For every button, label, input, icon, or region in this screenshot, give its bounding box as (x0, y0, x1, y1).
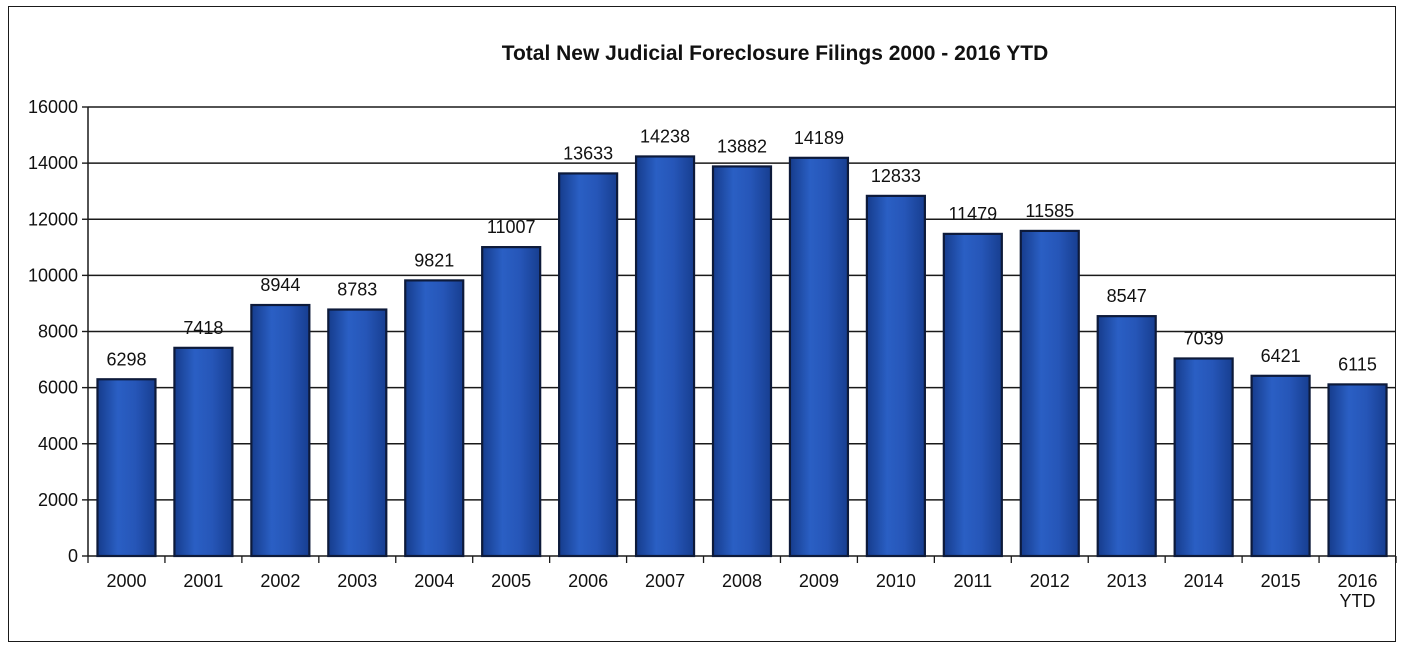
bar (942, 232, 1003, 558)
x-tick-label: 2013 (1107, 571, 1147, 591)
bar (865, 194, 926, 558)
data-label: 12833 (871, 166, 921, 186)
bar (1327, 383, 1388, 558)
y-tick-label: 10000 (28, 265, 78, 285)
y-tick-label: 2000 (38, 490, 78, 510)
data-label: 14238 (640, 126, 690, 146)
y-tick-label: 4000 (38, 434, 78, 454)
x-tick-label: 2008 (722, 571, 762, 591)
x-tick-label: YTD (1340, 591, 1376, 611)
data-label: 7418 (183, 318, 223, 338)
x-tick-label: 2004 (414, 571, 454, 591)
bar (250, 303, 311, 558)
data-label: 8944 (260, 275, 300, 295)
x-tick-label: 2016 (1338, 571, 1378, 591)
bars (96, 155, 1388, 558)
bar (1096, 315, 1157, 558)
x-tick-label: 2012 (1030, 571, 1070, 591)
x-tick-label: 2003 (337, 571, 377, 591)
data-label: 8783 (337, 280, 377, 300)
y-tick-label: 0 (68, 546, 78, 566)
bar (1019, 229, 1080, 558)
x-tick-label: 2014 (1184, 571, 1224, 591)
data-label: 6421 (1261, 346, 1301, 366)
x-tick-labels: 2000 2001 2002 2003 2004 2005 2006 2007 2008 2009… (106, 571, 1377, 611)
x-tick-label: 2009 (799, 571, 839, 591)
data-label: 6298 (106, 349, 146, 369)
y-tick-label: 16000 (28, 97, 78, 117)
bar (173, 346, 234, 558)
bar (404, 279, 465, 558)
x-tick-label: 2001 (183, 571, 223, 591)
data-label: 9821 (414, 250, 454, 270)
bar (558, 172, 619, 558)
data-labels: 6298 7418 8944 8783 9821 11007 13633 14238 13882… (106, 126, 1376, 374)
data-label: 11479 (948, 204, 997, 224)
data-label: 6115 (1338, 354, 1377, 374)
y-tick-label: 6000 (38, 378, 78, 398)
bar (1173, 357, 1234, 558)
data-label: 11585 (1025, 201, 1074, 221)
x-tick-label: 2010 (876, 571, 916, 591)
data-label: 8547 (1107, 286, 1147, 306)
x-tick-label: 2007 (645, 571, 685, 591)
x-tick-label: 2006 (568, 571, 608, 591)
bar (634, 155, 696, 558)
data-label: 7039 (1184, 328, 1224, 348)
y-tick-labels: 0 2000 4000 6000 8000 10000 12000 14000 16000 (28, 97, 78, 566)
bar (1250, 374, 1311, 558)
x-tick-label: 2005 (491, 571, 531, 591)
data-label: 13882 (717, 136, 767, 156)
y-tick-label: 12000 (28, 209, 78, 229)
chart-frame (8, 6, 1396, 642)
data-label: 11007 (487, 217, 536, 237)
bar (327, 308, 388, 558)
bar (788, 156, 850, 558)
chart-title: Total New Judicial Foreclosure Filings 2… (502, 42, 1049, 65)
x-tick-label: 2011 (953, 571, 992, 591)
bar (96, 378, 157, 558)
x-tick-label: 2000 (106, 571, 146, 591)
data-label: 14189 (794, 128, 844, 148)
bar (711, 165, 773, 558)
y-tick-label: 14000 (28, 153, 78, 173)
x-tick-label: 2002 (260, 571, 300, 591)
bar (481, 246, 542, 558)
data-label: 13633 (563, 143, 613, 163)
x-tick-label: 2015 (1261, 571, 1301, 591)
y-tick-label: 8000 (38, 322, 78, 342)
